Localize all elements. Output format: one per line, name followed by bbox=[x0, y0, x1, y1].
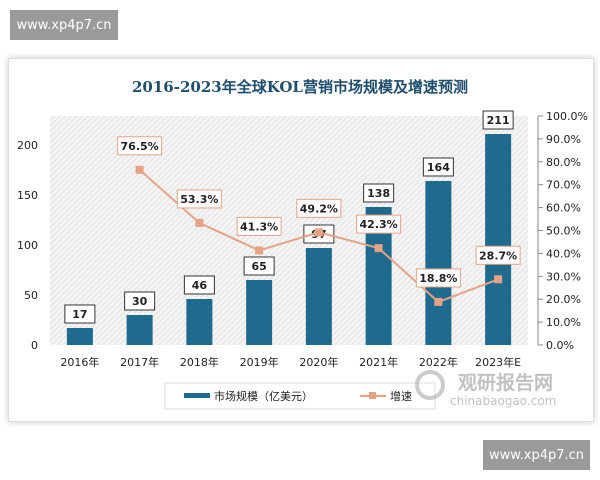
legend-line-label: 增速 bbox=[390, 389, 412, 403]
x-tick: 2021年 bbox=[359, 355, 398, 369]
bar bbox=[305, 248, 332, 345]
chart-title: 2016-2023年全球KOL营销市场规模及增速预测 bbox=[132, 78, 468, 96]
growth-label: 28.7% bbox=[479, 249, 517, 262]
y-right-tick: 20.0% bbox=[546, 293, 581, 306]
y-left-tick: 0 bbox=[31, 339, 38, 352]
watermark-bottom: www.xp4p7.cn bbox=[483, 440, 590, 470]
y-left-tick: 100 bbox=[17, 239, 38, 252]
growth-label-box bbox=[296, 198, 342, 218]
x-tick: 2023年E bbox=[475, 355, 521, 369]
growth-label: 53.3% bbox=[180, 193, 218, 206]
bar bbox=[425, 181, 452, 345]
bar-label: 30 bbox=[132, 295, 148, 308]
growth-point bbox=[255, 246, 264, 255]
bar bbox=[485, 134, 512, 345]
legend-bar-label: 市场规模（亿美元） bbox=[214, 389, 313, 403]
bar-label-box bbox=[183, 275, 215, 295]
bar-label: 138 bbox=[367, 187, 390, 200]
y-right-tick: 30.0% bbox=[546, 270, 581, 283]
bar-label: 46 bbox=[192, 279, 208, 292]
y-right-tick: 40.0% bbox=[546, 247, 581, 260]
y-right-tick: 100.0% bbox=[546, 110, 588, 123]
growth-label: 76.5% bbox=[121, 140, 159, 153]
growth-label-box bbox=[117, 136, 163, 156]
svg-text:观研报告网: 观研报告网 bbox=[458, 371, 553, 394]
bar bbox=[186, 299, 213, 345]
bar-label-box bbox=[363, 183, 395, 203]
growth-point bbox=[494, 275, 503, 284]
growth-point bbox=[434, 297, 443, 306]
legend-line-swatch bbox=[369, 392, 376, 399]
y-right-tick: 10.0% bbox=[546, 316, 581, 329]
growth-label: 18.8% bbox=[419, 272, 457, 285]
growth-label: 41.3% bbox=[240, 220, 278, 233]
legend: 市场规模（亿美元） 增速 bbox=[164, 382, 436, 410]
growth-label: 49.2% bbox=[300, 202, 338, 215]
growth-label-box bbox=[475, 245, 521, 265]
bar-label: 164 bbox=[427, 161, 450, 174]
bar bbox=[126, 315, 153, 345]
y-right-tick: 60.0% bbox=[546, 202, 581, 215]
y-right-tick: 70.0% bbox=[546, 179, 581, 192]
growth-point bbox=[195, 218, 204, 227]
x-tick: 2017年 bbox=[120, 355, 159, 369]
y-right-tick: 50.0% bbox=[546, 225, 581, 238]
watermark-top: www.xp4p7.cn bbox=[10, 10, 118, 40]
x-tick: 2018年 bbox=[180, 355, 219, 369]
growth-label-box bbox=[356, 214, 402, 234]
y-left-tick: 200 bbox=[17, 139, 38, 152]
growth-label-box bbox=[176, 189, 222, 209]
y-left-tick: 50 bbox=[24, 289, 38, 302]
legend-bar-swatch bbox=[184, 393, 210, 398]
x-tick: 2020年 bbox=[299, 355, 338, 369]
bar bbox=[246, 280, 273, 345]
bar-label-box bbox=[124, 291, 156, 311]
bar-label-box bbox=[243, 256, 275, 276]
y-right-tick: 90.0% bbox=[546, 133, 581, 146]
y-right-tick: 0.0% bbox=[546, 339, 574, 352]
y-left-tick: 150 bbox=[17, 189, 38, 202]
x-tick: 2016年 bbox=[60, 355, 99, 369]
bar-label: 211 bbox=[487, 114, 510, 127]
growth-label-box bbox=[236, 216, 282, 236]
y-right-tick: 80.0% bbox=[546, 156, 581, 169]
bar-label-box bbox=[422, 157, 454, 177]
bar-label: 65 bbox=[251, 260, 266, 273]
growth-point bbox=[314, 228, 323, 237]
growth-label: 42.3% bbox=[360, 218, 398, 231]
bar-label: 17 bbox=[72, 308, 87, 321]
bar-label-box bbox=[64, 304, 96, 324]
svg-text:chinabaogao.com: chinabaogao.com bbox=[450, 394, 556, 408]
growth-point bbox=[374, 244, 383, 253]
x-tick: 2022年 bbox=[419, 355, 458, 369]
x-tick: 2019年 bbox=[240, 355, 279, 369]
growth-point bbox=[135, 165, 144, 174]
bar bbox=[66, 328, 93, 345]
bar-label-box bbox=[482, 110, 514, 130]
growth-label-box bbox=[415, 268, 461, 288]
logo-watermark: 观研报告网 chinabaogao.com bbox=[415, 370, 556, 408]
